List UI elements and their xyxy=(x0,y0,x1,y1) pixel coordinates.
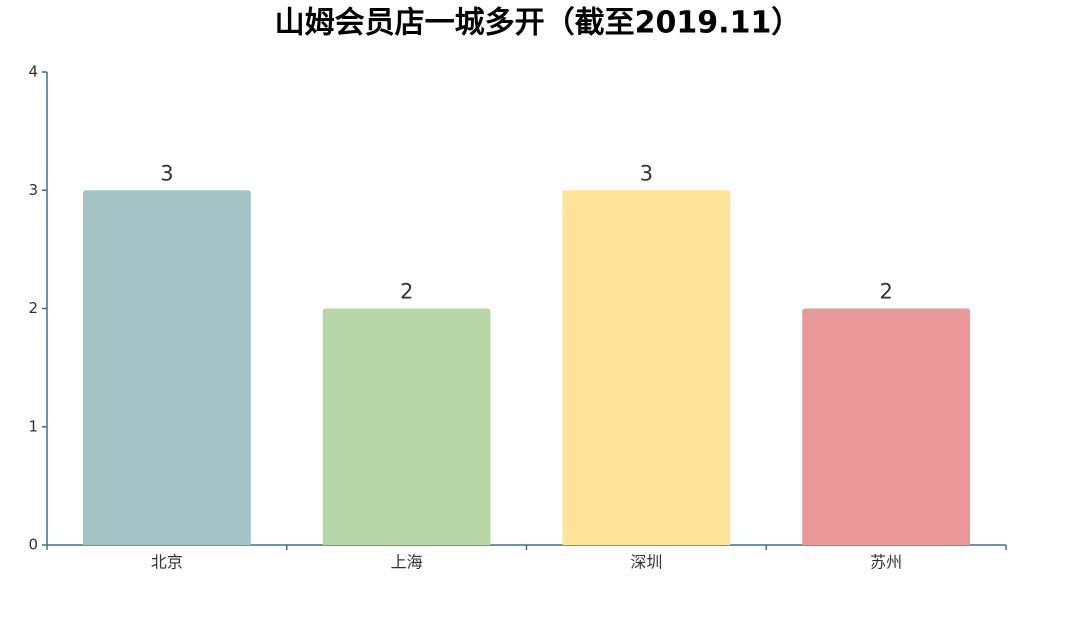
x-tick-label: 北京 xyxy=(151,553,183,572)
y-tick-label: 2 xyxy=(28,299,38,317)
bar xyxy=(82,190,251,545)
bar xyxy=(562,190,731,545)
x-tick-label: 苏州 xyxy=(870,553,902,572)
data-label: 3 xyxy=(160,161,173,185)
y-tick-label: 3 xyxy=(28,181,38,199)
data-label: 2 xyxy=(879,280,892,304)
data-label: 3 xyxy=(640,161,653,185)
y-tick-label: 1 xyxy=(28,417,38,435)
y-tick-label: 0 xyxy=(28,536,38,554)
y-tick-label: 4 xyxy=(28,63,38,81)
x-tick-label: 深圳 xyxy=(630,553,662,572)
chart-title: 山姆会员店一城多开（截至2019.11） xyxy=(275,6,802,41)
x-tick-label: 上海 xyxy=(391,553,423,572)
data-label: 2 xyxy=(400,280,413,304)
bar xyxy=(322,308,491,545)
bar xyxy=(802,308,971,545)
